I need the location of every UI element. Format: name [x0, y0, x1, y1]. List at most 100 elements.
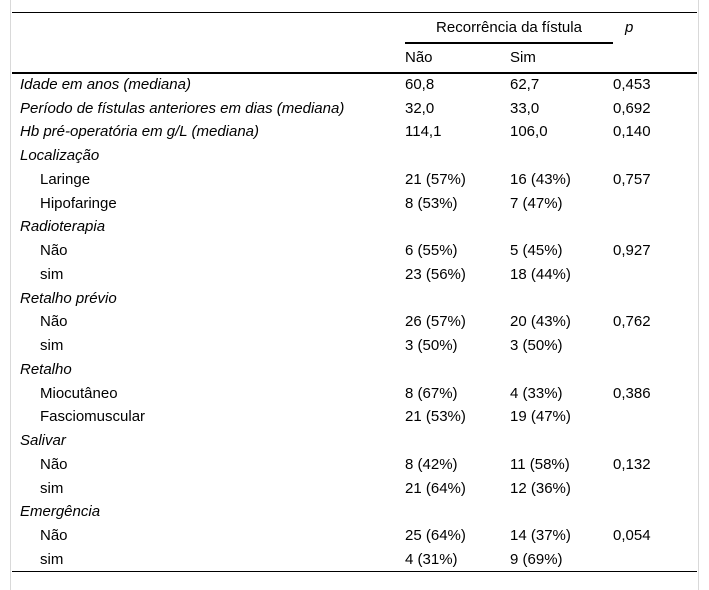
section-row: Radioterapia [12, 215, 697, 239]
row-label: Salivar [20, 432, 66, 450]
table-row: sim 23 (56%) 18 (44%) [12, 263, 697, 287]
table-row: Não 8 (42%) 11 (58%) 0,132 [12, 453, 697, 477]
cell-sim: 4 (33%) [510, 384, 563, 402]
row-label: Laringe [40, 170, 91, 188]
cell-sim: 19 (47%) [510, 408, 571, 426]
page-frame-line-right [698, 0, 699, 590]
cell-p [613, 500, 697, 524]
row-label: Idade em anos (mediana) [20, 76, 191, 94]
cell-sim [510, 500, 613, 524]
header-spacer [12, 42, 405, 74]
cell-nao: 23 (56%) [405, 265, 466, 283]
cell-sim: 62,7 [510, 76, 540, 94]
row-label: Hipofaringe [40, 194, 117, 212]
cell-p: 0,140 [613, 123, 651, 141]
cell-nao [405, 358, 510, 382]
cell-p [613, 286, 697, 310]
cell-sim: 33,0 [510, 99, 540, 117]
table-row: Miocutâneo 8 (67%) 4 (33%) 0,386 [12, 381, 697, 405]
row-label: Localização [20, 147, 100, 165]
table-row: Não 6 (55%) 5 (45%) 0,927 [12, 239, 697, 263]
cell-sim [510, 429, 613, 453]
cell-p: 0,927 [613, 242, 651, 260]
row-label: Hb pré-operatória em g/L (mediana) [20, 123, 260, 141]
section-row: Localização [12, 144, 697, 168]
cell-sim: 12 (36%) [510, 479, 571, 497]
row-label: sim [40, 337, 64, 355]
cell-nao: 26 (57%) [405, 313, 466, 331]
row-label: Emergência [20, 503, 101, 521]
row-label: sim [40, 479, 64, 497]
header-spacer [12, 13, 405, 43]
cell-p [613, 144, 697, 168]
cell-p: 0,762 [613, 313, 651, 331]
table-row: Período de fístulas anteriores em dias (… [12, 96, 697, 120]
table-row: Não 25 (64%) 14 (37%) 0,054 [12, 524, 697, 548]
cell-p [613, 405, 697, 429]
group-header-recorrencia: Recorrência da fístula [405, 12, 613, 44]
cell-nao: 21 (57%) [405, 170, 466, 188]
cell-sim: 14 (37%) [510, 527, 571, 545]
table-row: Não 26 (57%) 20 (43%) 0,762 [12, 310, 697, 334]
cell-p: 0,132 [613, 455, 651, 473]
table-row: sim 3 (50%) 3 (50%) [12, 334, 697, 358]
cell-sim: 3 (50%) [510, 337, 563, 355]
table-row: sim 4 (31%) 9 (69%) [12, 548, 697, 572]
row-label: Não [40, 527, 68, 545]
statistics-table-container: Recorrência da fístula p Não Sim Idade e… [12, 12, 697, 572]
section-row: Emergência [12, 500, 697, 524]
column-header-nao: Não [405, 42, 510, 74]
cell-nao [405, 429, 510, 453]
cell-nao: 8 (53%) [405, 194, 458, 212]
row-label: Radioterapia [20, 218, 106, 236]
cell-p [613, 429, 697, 453]
cell-p: 0,757 [613, 170, 651, 188]
cell-sim [510, 358, 613, 382]
column-header-row: Não Sim [12, 42, 697, 74]
cell-nao: 60,8 [405, 76, 435, 94]
cell-nao [405, 286, 510, 310]
row-label: Miocutâneo [40, 384, 118, 402]
group-header-row: Recorrência da fístula p [12, 12, 697, 44]
section-row: Salivar [12, 429, 697, 453]
row-label: sim [40, 265, 64, 283]
cell-p: 0,054 [613, 527, 651, 545]
cell-p [613, 334, 697, 358]
table-body: Idade em anos (mediana) 60,8 62,7 0,453 Perí… [12, 73, 697, 572]
section-row: Retalho prévio [12, 286, 697, 310]
cell-p [613, 358, 697, 382]
cell-nao: 114,1 [405, 123, 442, 141]
fistula-recurrence-table: Recorrência da fístula p Não Sim Idade e… [12, 12, 697, 572]
cell-nao [405, 215, 510, 239]
row-label: Não [40, 313, 68, 331]
cell-nao [405, 144, 510, 168]
table-row: Hb pré-operatória em g/L (mediana) 114,1 1… [12, 120, 697, 144]
table-row: Laringe 21 (57%) 16 (43%) 0,757 [12, 168, 697, 192]
cell-nao: 3 (50%) [405, 337, 458, 355]
cell-sim [510, 215, 613, 239]
row-label: Período de fístulas anteriores em dias (… [20, 99, 345, 117]
cell-p [613, 548, 697, 572]
cell-sim: 7 (47%) [510, 194, 563, 212]
row-label: Não [40, 242, 68, 260]
cell-sim [510, 144, 613, 168]
cell-nao [405, 500, 510, 524]
table-row: sim 21 (64%) 12 (36%) [12, 476, 697, 500]
row-label: Retalho [20, 360, 72, 378]
cell-nao: 8 (67%) [405, 384, 458, 402]
row-label: sim [40, 550, 64, 568]
cell-p: 0,453 [613, 76, 651, 94]
row-label: Retalho prévio [20, 289, 117, 307]
cell-sim: 9 (69%) [510, 550, 563, 568]
p-column-header: p [625, 19, 634, 37]
cell-p [613, 263, 697, 287]
cell-nao: 21 (64%) [405, 479, 466, 497]
cell-sim: 106,0 [510, 123, 548, 141]
cell-sim: 11 (58%) [510, 455, 570, 473]
cell-nao: 4 (31%) [405, 550, 458, 568]
cell-nao: 8 (42%) [405, 455, 458, 473]
cell-sim: 18 (44%) [510, 265, 571, 283]
page-frame-line-left [10, 0, 11, 590]
table-row: Idade em anos (mediana) 60,8 62,7 0,453 [12, 73, 697, 97]
cell-p: 0,692 [613, 99, 651, 117]
